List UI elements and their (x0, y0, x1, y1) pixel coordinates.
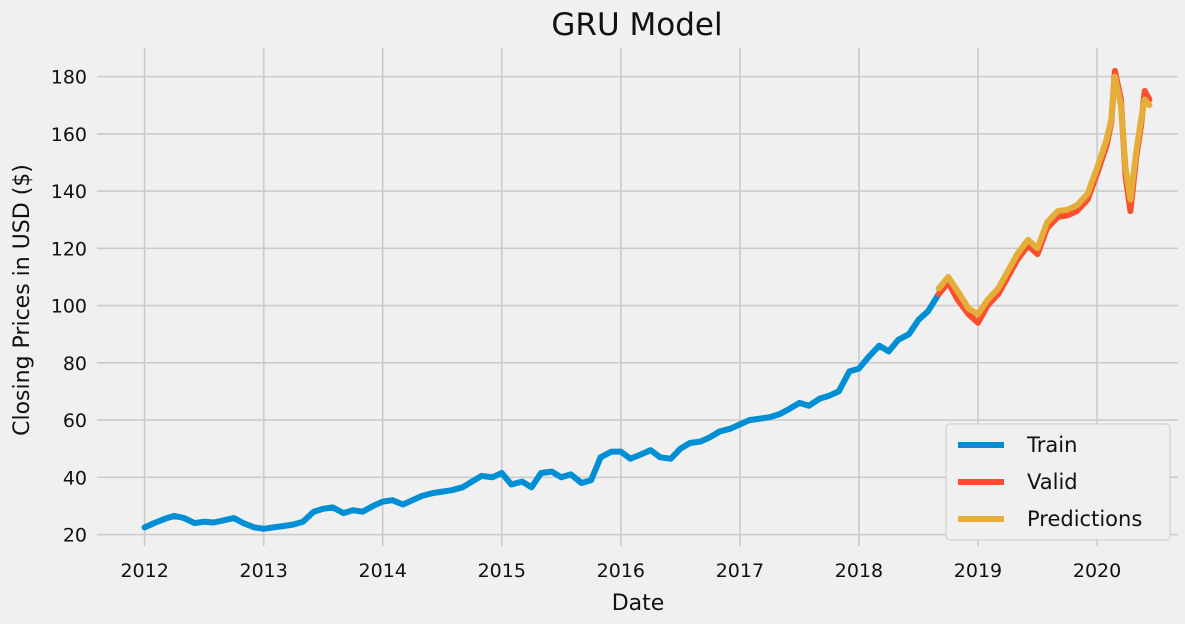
x-tick-label: 2017 (716, 560, 764, 582)
y-tick-label: 120 (51, 238, 87, 260)
series-line-train (141, 291, 942, 532)
legend-label-predictions: Predictions (1027, 507, 1142, 531)
y-tick-label: 60 (63, 410, 87, 432)
x-tick-label: 2015 (478, 560, 526, 582)
legend-label-valid: Valid (1027, 470, 1078, 494)
legend: Train Valid Predictions (945, 423, 1171, 541)
chart-title: GRU Model (551, 7, 722, 43)
y-tick-label: 80 (63, 353, 87, 375)
x-tick-label: 2016 (597, 560, 645, 582)
y-tick-label: 20 (63, 525, 87, 547)
x-tick-label: 2012 (120, 560, 168, 582)
x-tick-label: 2018 (835, 560, 883, 582)
y-axis-label: Closing Prices in USD ($) (10, 164, 35, 436)
x-tick-label: 2014 (359, 560, 407, 582)
y-tick-label: 100 (51, 296, 87, 318)
x-tick-label: 2019 (954, 560, 1002, 582)
y-tick-label: 160 (51, 124, 87, 146)
x-tick-label: 2013 (239, 560, 287, 582)
legend-box (945, 423, 1171, 541)
series-lines (141, 67, 1153, 532)
x-axis-label: Date (612, 591, 665, 616)
y-tick-label: 180 (51, 67, 87, 89)
tick-labels: 2012 2013 2014 2015 2016 2017 2018 2019 20202040… (51, 67, 1121, 582)
series-line-predictions (935, 73, 1153, 318)
y-tick-label: 140 (51, 181, 87, 203)
legend-label-train: Train (1026, 433, 1077, 457)
y-tick-label: 40 (63, 467, 87, 489)
x-tick-label: 2020 (1073, 560, 1121, 582)
